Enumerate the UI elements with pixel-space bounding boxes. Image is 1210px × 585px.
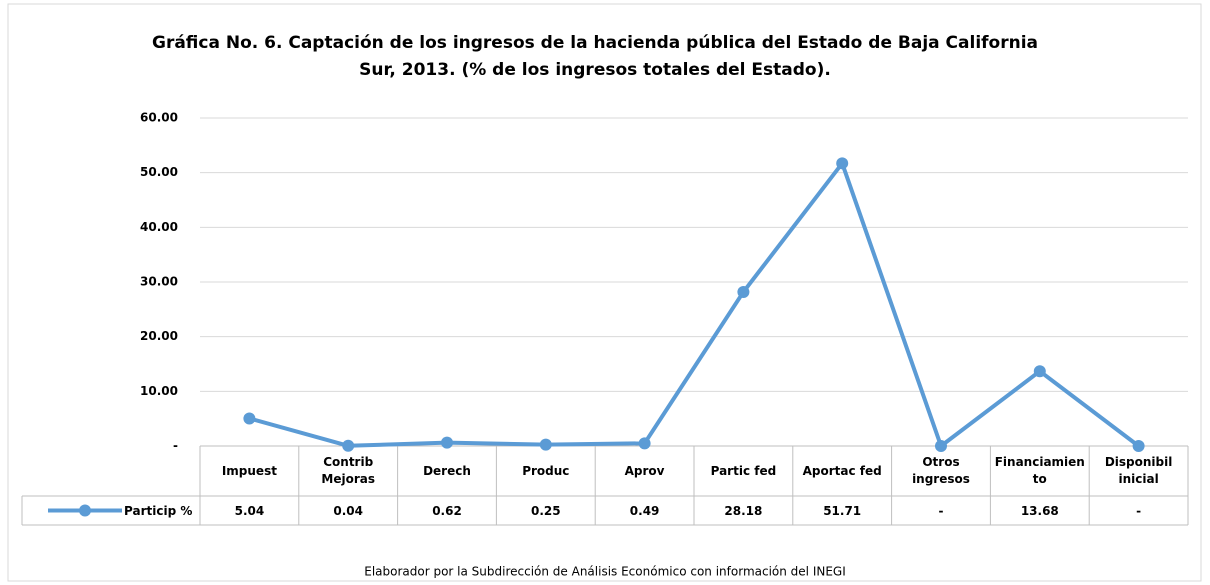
footnote: Elaborador por la Subdirección de Anális…	[364, 565, 846, 579]
value-label: -	[1136, 504, 1141, 518]
x-tick-label: Aprov	[624, 463, 665, 478]
category-cell: Partic fed	[710, 463, 777, 478]
category-cell: Disponibil inicial	[1104, 455, 1173, 486]
category-cell: Produc	[522, 463, 570, 478]
category-cell: Impuest	[221, 463, 277, 478]
title-box: Gráfica No. 6. Captación de los ingresos…	[151, 33, 1039, 80]
y-tick-label: 60.00	[140, 111, 178, 125]
value-label: 13.68	[1021, 504, 1059, 518]
value-label: 28.18	[724, 504, 762, 518]
point	[737, 285, 750, 298]
legend-label: Particip %	[124, 504, 192, 518]
x-tick-label: Contrib Mejoras	[321, 455, 375, 486]
y-tick-label: 10.00	[140, 384, 178, 398]
value-label: 5.04	[235, 504, 265, 518]
point	[1033, 365, 1046, 378]
value-label: 0.25	[531, 504, 561, 518]
category-cell: Aprov	[624, 463, 665, 478]
point	[441, 436, 453, 449]
y-tick-label: 40.00	[140, 220, 178, 234]
x-tick-label: Partic fed	[710, 463, 777, 478]
point	[1132, 440, 1145, 452]
x-tick-label: Impuest	[221, 463, 277, 478]
x-tick-label: Derech	[423, 463, 471, 478]
value-label: 0.04	[333, 504, 363, 518]
y-tick-label: 50.00	[140, 165, 178, 179]
legend-marker	[79, 504, 91, 517]
category-cell: Contrib Mejoras	[321, 455, 375, 486]
category-cell: Otros ingresos	[912, 455, 970, 486]
category-cell: Aportac fed	[802, 463, 882, 478]
category-cell: Derech	[423, 463, 471, 478]
x-tick-label: Otros ingresos	[912, 455, 970, 486]
chart-frame	[7, 3, 1202, 582]
series-line	[248, 161, 1140, 448]
value-label: 0.49	[630, 504, 660, 518]
point	[935, 440, 947, 452]
category-cell: Financiamiento	[994, 455, 1085, 486]
x-tick-label: Disponibil inicial	[1104, 455, 1173, 486]
point	[836, 157, 849, 170]
x-tick-label: Financiamiento	[994, 455, 1085, 486]
value-label: -	[939, 504, 944, 518]
chart-title: Gráfica No. 6. Captación de los ingresos…	[151, 33, 1039, 80]
y-tick-label: 20.00	[140, 329, 178, 343]
x-tick-label: Aportac fed	[802, 463, 882, 478]
point	[342, 439, 355, 452]
point	[638, 437, 651, 450]
value-label: 0.62	[432, 504, 462, 518]
value-label: 51.71	[823, 504, 861, 518]
point	[243, 412, 256, 425]
point	[539, 438, 552, 451]
y-tick-label: -	[173, 439, 178, 453]
x-tick-label: Produc	[522, 463, 570, 478]
y-tick-label: 30.00	[140, 275, 178, 289]
